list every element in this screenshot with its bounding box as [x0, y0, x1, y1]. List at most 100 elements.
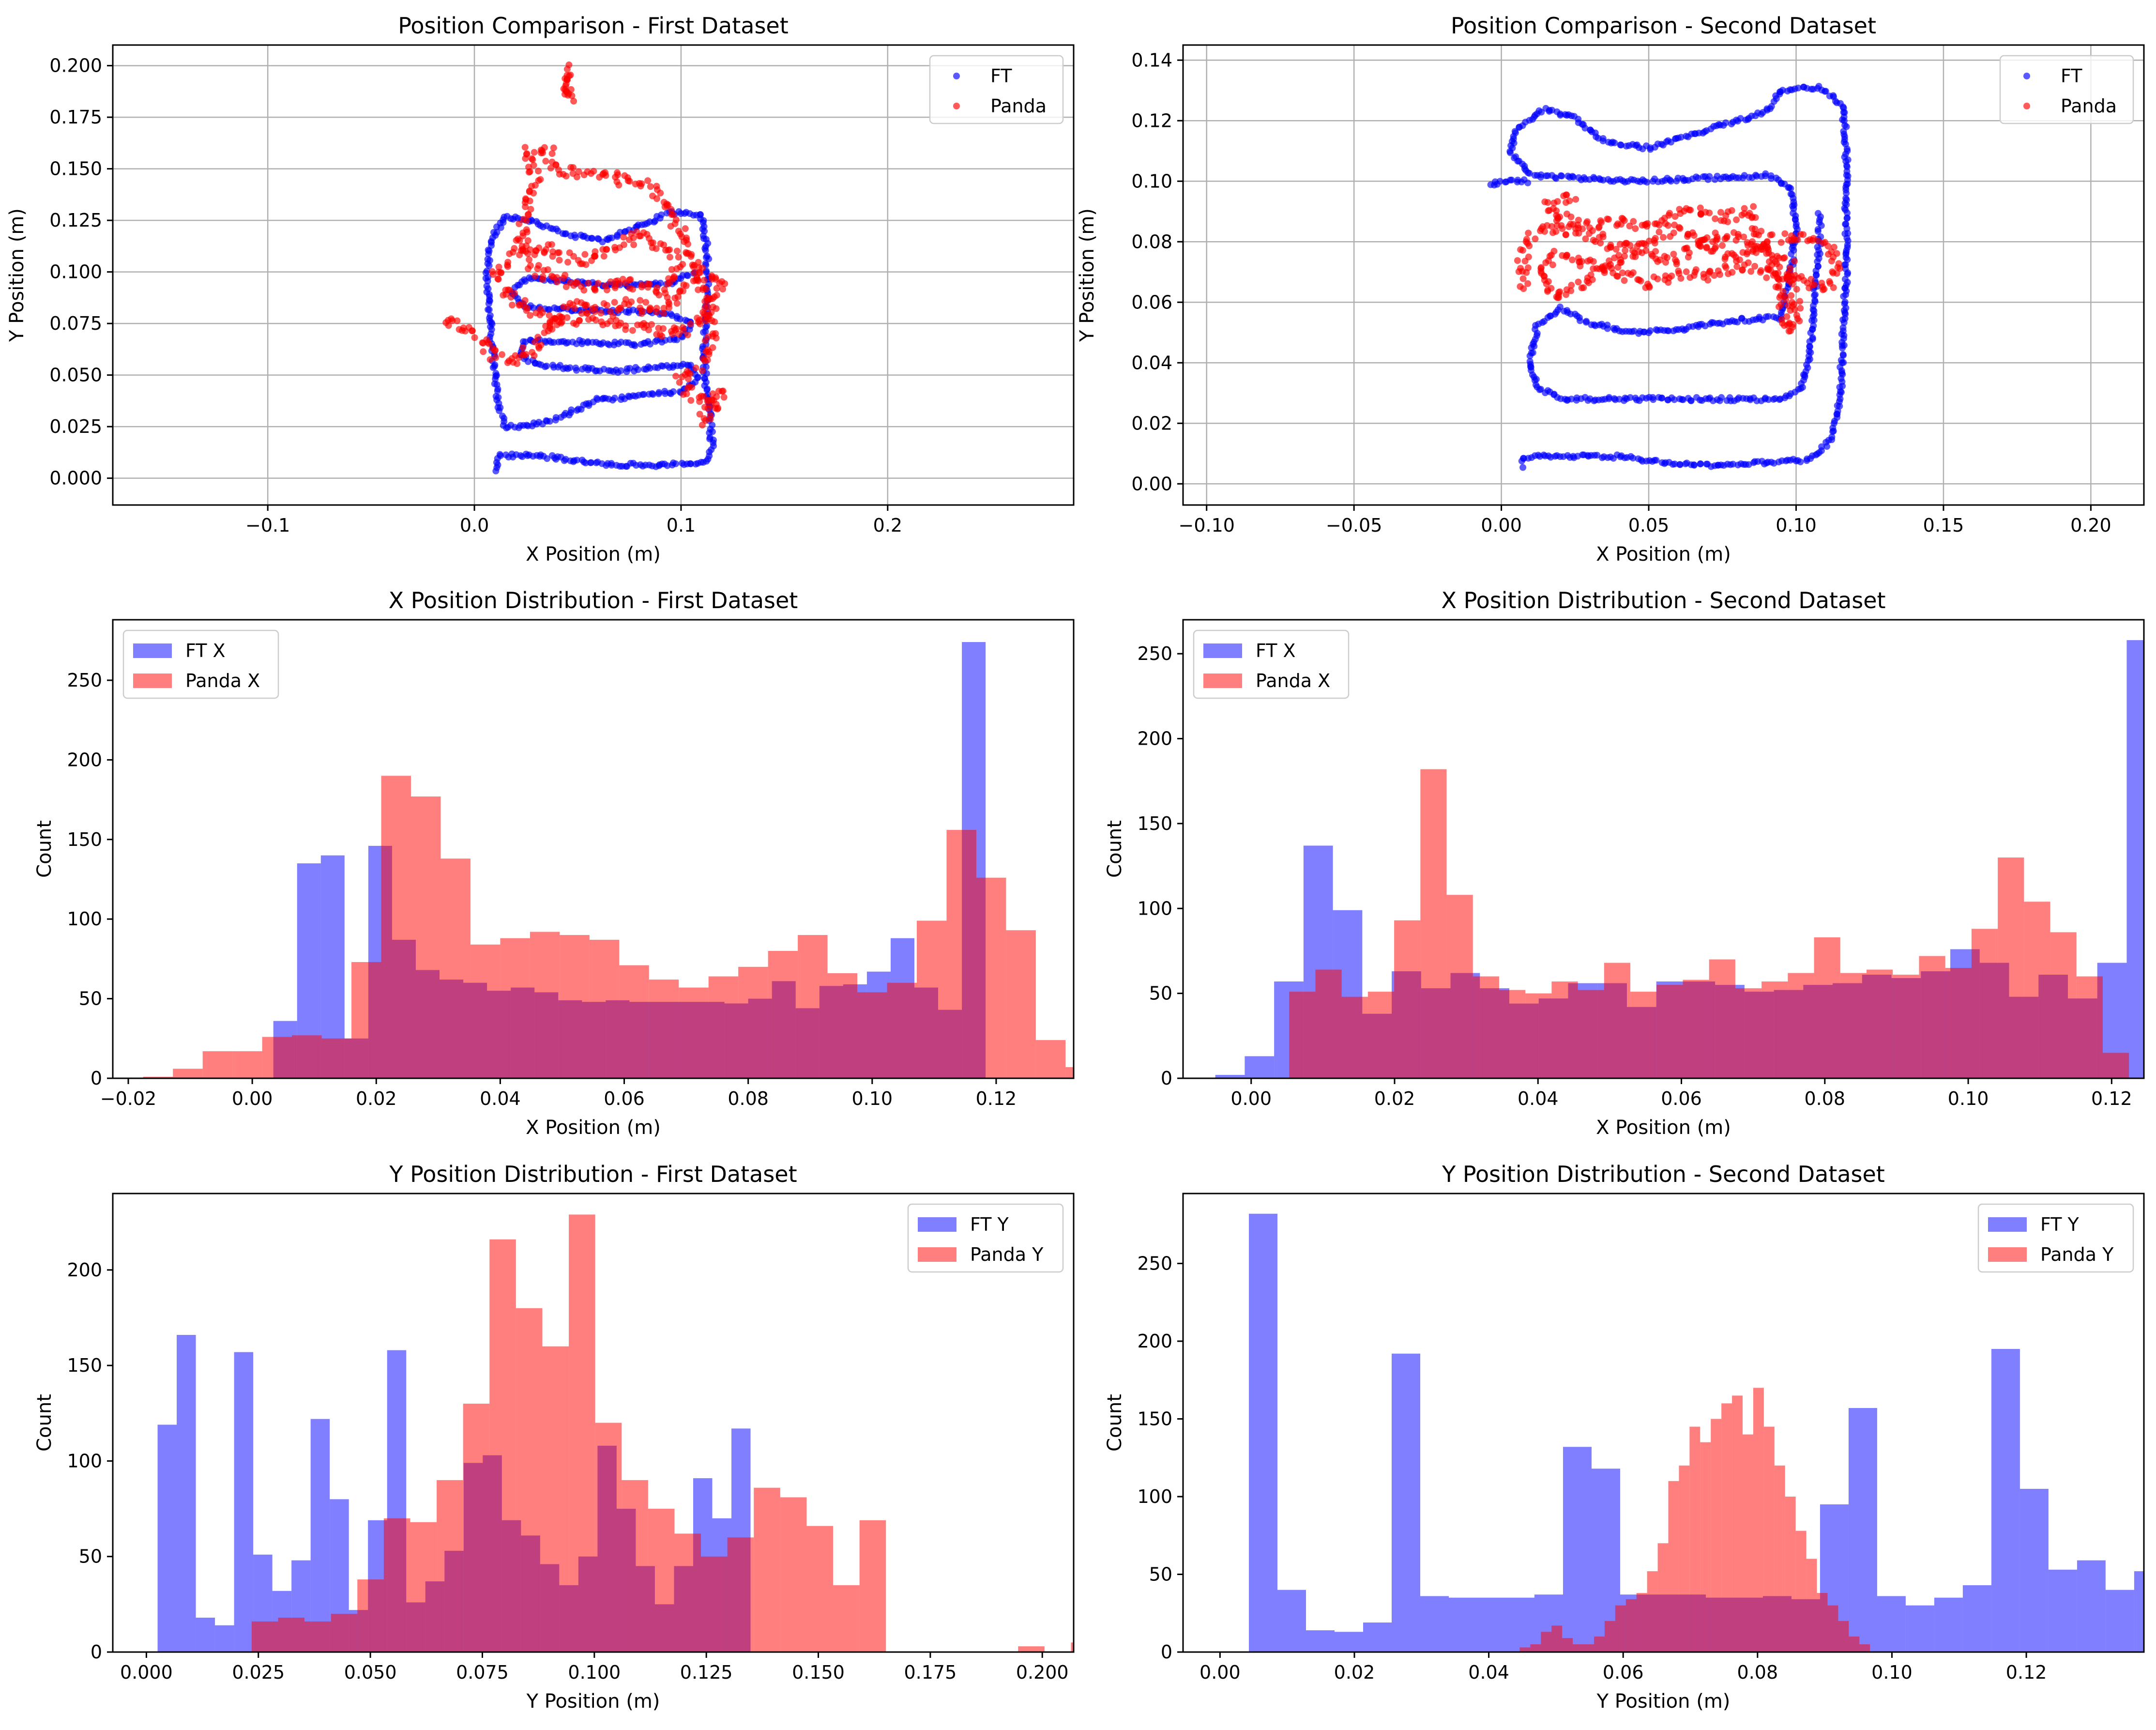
scatter-point	[1806, 343, 1813, 350]
scatter-point	[1626, 394, 1634, 401]
histogram-bar	[1630, 992, 1657, 1078]
scatter-point	[531, 251, 538, 259]
scatter-point	[469, 327, 476, 335]
scatter-point	[1814, 210, 1822, 217]
scatter-point	[552, 414, 560, 421]
x-tick-label: 0.10	[851, 1088, 893, 1109]
scatter-point	[709, 333, 716, 340]
x-axis-label: X Position (m)	[526, 1117, 661, 1139]
x-axis-label: Y Position (m)	[1596, 1690, 1731, 1713]
histogram-bar	[1594, 1636, 1605, 1652]
scatter-point	[1842, 220, 1850, 228]
histogram-bar	[1341, 996, 1368, 1078]
scatter-point	[1517, 265, 1524, 272]
x-tick-label: 0.02	[1334, 1662, 1375, 1683]
scatter-point	[563, 65, 571, 73]
scatter-point	[1741, 205, 1748, 212]
scatter-point	[539, 149, 547, 156]
x-tick-label: 0.15	[1923, 515, 1964, 536]
scatter-point	[1819, 286, 1826, 293]
scatter-point	[703, 313, 711, 321]
scatter-point	[647, 183, 654, 190]
scatter-point	[1572, 196, 1579, 203]
histogram-bar	[2050, 932, 2077, 1078]
scatter-point	[701, 337, 709, 344]
scatter-point	[1602, 262, 1609, 269]
legend-swatch	[1203, 674, 1242, 688]
scatter-point	[1639, 222, 1646, 229]
scatter-point	[1670, 327, 1677, 335]
scatter-point	[1671, 460, 1678, 468]
x-tick-label: −0.05	[1326, 515, 1382, 536]
histogram-bar	[827, 973, 858, 1078]
scatter-point	[546, 312, 553, 319]
y-tick-label: 0.14	[1131, 49, 1172, 71]
scatter-point	[716, 280, 723, 287]
histogram-bar	[1934, 1597, 1963, 1652]
scatter-point	[666, 254, 673, 261]
scatter-point	[631, 342, 638, 350]
histogram-bar	[1838, 1621, 1849, 1652]
y-tick-label: 150	[1137, 1408, 1172, 1429]
histogram-bar	[1519, 1647, 1531, 1652]
histogram-bar	[1420, 769, 1447, 1078]
scatter-point	[611, 299, 618, 306]
scatter-point	[1526, 170, 1533, 177]
scatter-point	[1711, 272, 1718, 279]
scatter-point	[623, 368, 630, 375]
scatter-point	[509, 301, 516, 308]
scatter-point	[536, 311, 544, 319]
y-tick-label: 0.075	[49, 313, 102, 334]
scatter-point	[524, 237, 531, 244]
histogram-bar	[1499, 990, 1526, 1078]
scatter-point	[575, 168, 582, 175]
histogram-bar	[143, 1076, 173, 1078]
scatter-point	[1765, 396, 1772, 403]
histogram-bar	[1656, 985, 1683, 1078]
scatter-point	[562, 88, 570, 95]
legend-marker	[953, 73, 960, 79]
scatter-point	[677, 287, 684, 294]
x-tick-label: 0.025	[232, 1662, 285, 1683]
x-tick-label: −0.02	[100, 1088, 156, 1109]
scatter-point	[683, 390, 690, 398]
axes-frame	[1182, 619, 2145, 1079]
scatter-point	[562, 82, 569, 90]
scatter-point	[1839, 351, 1847, 358]
scatter-point	[1742, 116, 1749, 123]
scatter-point	[583, 310, 590, 317]
x-tick-label: 0.175	[904, 1662, 957, 1683]
histogram-bar	[2126, 640, 2144, 1078]
scatter-point	[1563, 191, 1570, 199]
x-tick-label: 0.04	[1518, 1088, 1559, 1109]
scatter-point	[1578, 284, 1585, 291]
scatter-point	[1568, 282, 1575, 289]
scatter-point	[1686, 274, 1694, 281]
histogram-bar	[2024, 902, 2050, 1078]
legend-label: Panda Y	[2040, 1244, 2114, 1265]
scatter-point	[1566, 197, 1573, 204]
histogram-bar	[768, 950, 798, 1078]
scatter-point	[527, 262, 534, 269]
scatter-point	[701, 304, 709, 311]
scatter-point	[572, 279, 579, 286]
histogram-bar	[331, 1614, 358, 1652]
histogram-bar	[833, 1585, 860, 1652]
scatter-point	[1667, 178, 1674, 185]
scatter-point	[674, 293, 682, 301]
scatter-point	[588, 459, 595, 466]
scatter-point	[698, 392, 705, 399]
scatter-point	[600, 300, 607, 307]
scatter-point	[1844, 214, 1851, 221]
x-tick-label: 0.150	[792, 1662, 845, 1683]
scatter-point	[653, 331, 660, 338]
scatter-point	[1718, 394, 1725, 401]
scatter-point	[690, 263, 697, 271]
scatter-point	[597, 309, 605, 317]
scatter-point	[549, 362, 557, 369]
chart-title: X Position Distribution - First Dataset	[389, 587, 798, 613]
scatter-point	[604, 320, 611, 327]
histogram-bar	[2019, 1488, 2049, 1652]
scatter-point	[1605, 216, 1612, 223]
scatter-point	[1719, 242, 1726, 249]
